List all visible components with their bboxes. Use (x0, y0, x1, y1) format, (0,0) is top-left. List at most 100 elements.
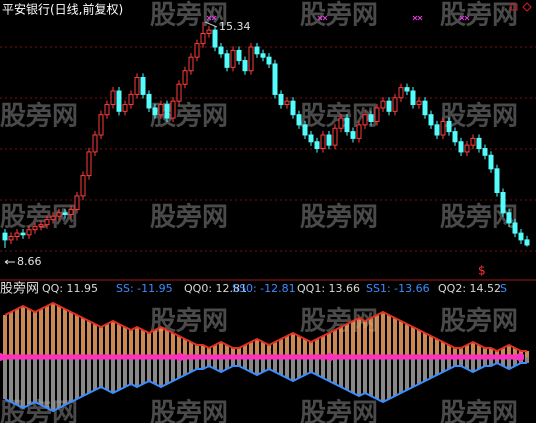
candle-body (80, 175, 86, 197)
candle-body (74, 195, 80, 210)
candle-body (188, 56, 194, 72)
icon[interactable] (510, 3, 518, 11)
candle-body (38, 224, 44, 227)
indicator-bar (255, 339, 259, 357)
indicator-bar (75, 315, 79, 357)
indicator-bar (147, 357, 151, 381)
indicator-bar (141, 357, 145, 384)
candle-body (110, 90, 116, 106)
indicator-bar (255, 357, 259, 375)
watermark: 股旁网 (440, 101, 518, 132)
indicator-bar (399, 357, 403, 393)
candle-body (128, 93, 134, 106)
watermark: 股旁网 (0, 101, 78, 132)
watermark: 股旁网 (300, 202, 378, 233)
indicator-bar (261, 357, 265, 372)
indicator-bar (363, 321, 367, 357)
candle-body (302, 124, 308, 136)
indicator-bar (3, 315, 7, 357)
watermark: 股旁网 (0, 202, 78, 233)
watermark: 股旁网 (440, 202, 518, 233)
candle-body (146, 93, 152, 109)
indicator-bar (189, 357, 193, 372)
candle-body (230, 49, 236, 68)
indicator-bar (273, 342, 277, 357)
indicator-bar (483, 348, 487, 357)
indicator-bar (447, 345, 451, 357)
indicator-bar (99, 327, 103, 357)
candle-body (416, 100, 422, 106)
indicator-bar (435, 357, 439, 375)
indicator-bar (453, 348, 457, 357)
candle-body (68, 208, 74, 216)
candle-body (2, 232, 8, 241)
indicator-bar (405, 357, 409, 390)
indicator-bar (261, 342, 265, 357)
indicator-label: QQ0: 12.81 (184, 282, 247, 295)
indicator-bar (237, 348, 241, 357)
indicator-bar (441, 357, 445, 372)
indicator-bar (309, 342, 313, 357)
indicator-bar (129, 330, 133, 357)
indicator-bar (93, 357, 97, 390)
indicator-bar (351, 357, 355, 393)
indicator-bar (489, 357, 493, 366)
signal-marker (206, 15, 217, 21)
indicator-bar (81, 318, 85, 357)
indicator-bar (9, 357, 13, 402)
indicator-bar (225, 345, 229, 357)
candle-body (398, 87, 404, 99)
candle-body (464, 144, 470, 153)
candle-body (494, 168, 500, 194)
indicator-bar (105, 357, 109, 390)
arrow (4, 259, 15, 265)
indicator-bar (465, 357, 469, 369)
indicator-bar (171, 357, 175, 381)
candle-body (170, 100, 176, 119)
indicator-bar (225, 357, 229, 369)
indicator-bar (279, 357, 283, 375)
indicator-bar (207, 348, 211, 357)
indicator-bar (111, 321, 115, 357)
indicator-bar (123, 327, 127, 357)
indicator-bar (513, 348, 517, 357)
indicator-bar (315, 339, 319, 357)
indicator-bar (387, 357, 391, 399)
indicator-bar (195, 345, 199, 357)
indicator-bar (9, 312, 13, 357)
candle-body (20, 232, 26, 236)
candle-body (488, 154, 494, 170)
candle-body (62, 212, 68, 216)
indicator-bar (525, 351, 529, 357)
indicator-bar (87, 321, 91, 357)
candle-body (86, 151, 92, 177)
candle-body (218, 46, 224, 55)
candle-body (422, 100, 428, 116)
candle-body (308, 134, 314, 143)
watermark: 股旁网 (300, 0, 378, 31)
indicator-bar (345, 357, 349, 390)
indicator-bar (471, 357, 475, 372)
indicator-label: QQ2: 14.52 (438, 282, 501, 295)
candle-body (314, 141, 320, 150)
indicator-bar (177, 336, 181, 357)
indicator-bar (309, 357, 313, 372)
candle-body (356, 124, 362, 139)
signal-marker (459, 15, 470, 21)
icon[interactable] (522, 2, 532, 12)
candle-body (158, 104, 164, 116)
indicator-bar (345, 324, 349, 357)
candle-body (56, 212, 62, 217)
candle-body (116, 90, 122, 112)
low-label: 8.66 (17, 255, 42, 268)
zero-dot (326, 353, 334, 361)
indicator-bar (219, 342, 223, 357)
indicator-bar (381, 357, 385, 402)
indicator-bar (399, 321, 403, 357)
indicator-bar (435, 339, 439, 357)
indicator-bar (327, 333, 331, 357)
indicator-bar (303, 357, 307, 375)
indicator-bar (171, 333, 175, 357)
indicator-bar (15, 309, 19, 357)
indicator-bar (339, 327, 343, 357)
